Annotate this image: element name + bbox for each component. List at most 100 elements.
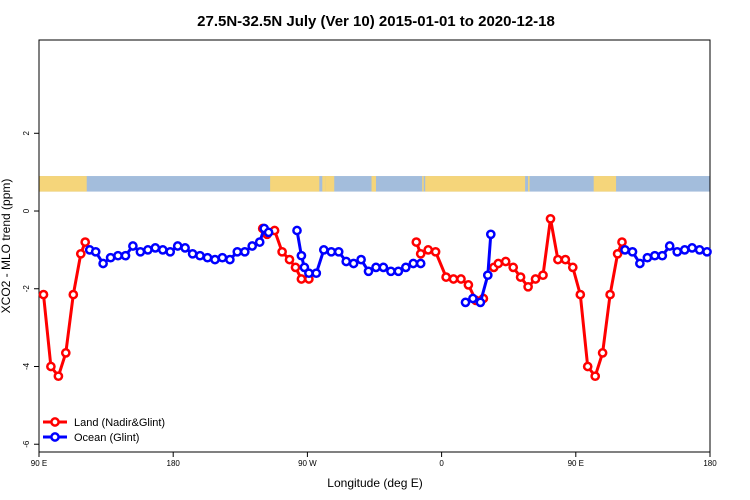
data-point	[575, 289, 586, 300]
data-point	[664, 241, 675, 251]
data-point	[597, 348, 608, 358]
series-layer	[38, 213, 712, 382]
data-point	[627, 246, 638, 257]
data-point	[143, 245, 153, 255]
data-point	[98, 258, 108, 269]
data-point	[605, 289, 615, 300]
land-ocean-strip	[39, 176, 710, 192]
data-point	[482, 270, 493, 281]
data-point	[430, 246, 441, 257]
data-point	[415, 258, 426, 269]
data-point	[545, 213, 556, 224]
data-point	[493, 258, 504, 269]
data-point	[620, 245, 630, 255]
data-point	[90, 246, 101, 257]
data-point	[500, 256, 511, 267]
data-point	[290, 262, 301, 273]
data-point	[304, 268, 314, 279]
data-point	[333, 246, 344, 257]
data-point	[165, 246, 176, 257]
data-point	[348, 258, 359, 269]
x-tick-label: 90 E	[31, 459, 47, 468]
data-point	[341, 256, 352, 267]
plot-frame	[38, 39, 711, 453]
data-point	[225, 254, 235, 265]
data-point	[508, 262, 519, 273]
strip-land-span	[422, 176, 424, 192]
data-point	[363, 266, 374, 277]
data-point	[277, 246, 287, 257]
data-point	[195, 250, 205, 261]
chart-title: 27.5N-32.5N July (Ver 10) 2015-01-01 to …	[197, 13, 555, 30]
data-point	[694, 245, 705, 255]
data-point	[515, 272, 526, 282]
data-point	[642, 252, 653, 263]
data-point	[113, 250, 123, 261]
data-point	[356, 254, 366, 265]
series-ocean	[84, 223, 712, 308]
y-tick-label: 0	[22, 208, 31, 213]
x-tick-label: 180	[703, 459, 717, 468]
series-line	[464, 234, 493, 304]
legend: Land (Nadir&Glint) Ocean (Glint)	[43, 417, 165, 444]
y-axis-label: XCO2 - MLO trend (ppm)	[0, 179, 13, 314]
strip-land-span	[528, 176, 530, 192]
strip-land-span	[425, 176, 526, 192]
data-point	[590, 371, 601, 382]
y-tick-label: -4	[22, 362, 31, 370]
x-tick-label: 180	[167, 459, 181, 468]
data-point	[247, 241, 258, 251]
data-point	[456, 274, 466, 284]
strip-land-span	[270, 176, 320, 192]
data-point	[80, 237, 91, 247]
data-point	[530, 274, 541, 284]
data-point	[150, 243, 161, 253]
legend-label: Land (Nadir&Glint)	[74, 417, 165, 429]
data-point	[687, 243, 697, 253]
x-axis: 90 E 180 90 W 0 90 E 180	[31, 452, 717, 468]
data-point	[582, 361, 593, 372]
data-point	[448, 274, 459, 284]
data-point	[702, 246, 712, 257]
data-point	[411, 237, 422, 247]
data-point	[423, 245, 434, 255]
data-point	[105, 252, 116, 263]
data-point	[202, 252, 213, 263]
strip-land-span	[325, 176, 335, 192]
data-point	[393, 266, 404, 277]
data-point	[284, 254, 295, 265]
data-point	[180, 243, 190, 253]
data-point	[68, 289, 79, 300]
x-tick-label: 90 E	[568, 459, 584, 468]
legend-marker	[50, 432, 60, 442]
data-point	[172, 241, 183, 251]
y-tick-label: 2	[22, 131, 31, 136]
data-point	[263, 227, 274, 238]
data-point	[210, 254, 220, 265]
data-point	[60, 348, 71, 358]
data-point	[649, 250, 660, 261]
strip-land-span	[322, 176, 326, 192]
data-point	[239, 246, 250, 257]
data-point	[567, 262, 578, 273]
data-point	[378, 262, 389, 273]
data-point	[463, 280, 474, 290]
data-point	[311, 268, 322, 279]
data-point	[128, 241, 138, 251]
data-point	[157, 245, 168, 255]
data-point	[679, 245, 690, 255]
legend-label: Ocean (Glint)	[74, 432, 139, 444]
data-point	[386, 266, 396, 277]
data-point	[400, 262, 411, 273]
data-point	[296, 250, 307, 261]
data-point	[553, 254, 563, 265]
data-point	[468, 293, 478, 304]
data-point	[217, 252, 228, 263]
data-point	[523, 281, 533, 292]
data-point	[371, 262, 381, 273]
data-point	[408, 258, 419, 269]
data-point	[485, 229, 496, 240]
legend-marker	[50, 417, 60, 427]
data-point	[46, 361, 56, 372]
data-point	[635, 258, 645, 269]
